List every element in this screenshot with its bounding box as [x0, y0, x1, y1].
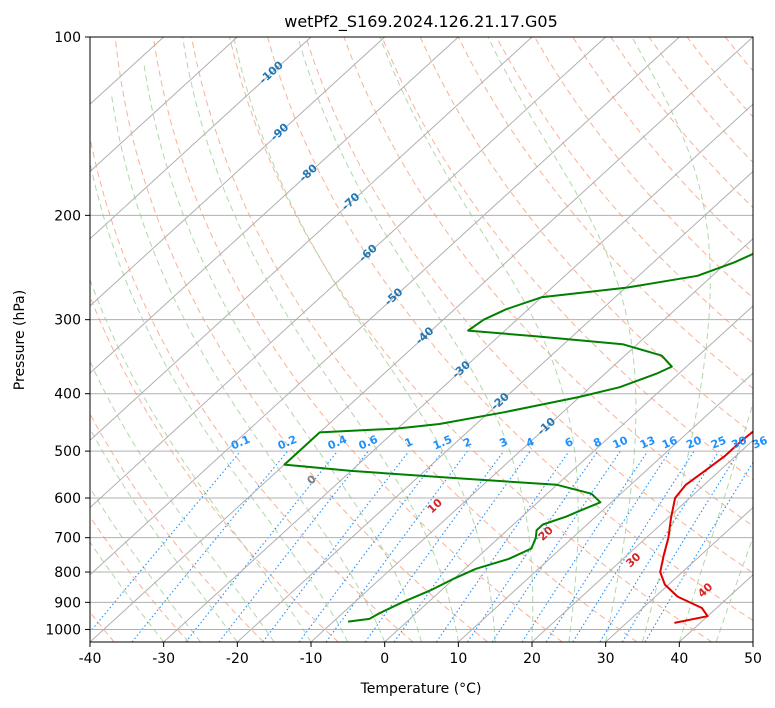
isotherm-line — [531, 439, 753, 642]
isotherm-line — [310, 237, 753, 642]
y-tick-label: 200 — [54, 208, 81, 224]
y-tick-label: 300 — [54, 313, 81, 329]
mixing-ratio-line — [185, 450, 339, 642]
y-tick-label: 400 — [54, 387, 81, 403]
moist-adiabat-line — [233, 37, 496, 642]
isotherm-line — [90, 37, 459, 374]
moist-adiabat-line — [678, 401, 753, 642]
dry-adiabat-line — [152, 37, 563, 642]
dry-adiabat-line — [381, 37, 753, 481]
moist-adiabat-line — [297, 37, 534, 642]
y-tick-label: 600 — [54, 491, 81, 507]
isotherm-line — [90, 37, 607, 509]
moist-adiabat-line — [631, 37, 711, 642]
mixing-ratio-line — [572, 450, 695, 642]
dry-adiabat-line — [534, 37, 753, 299]
y-tick-label: 800 — [54, 565, 81, 581]
mixing-ratio-line — [325, 450, 468, 642]
dry-adiabat-line — [419, 37, 753, 435]
moist-adiabat-line — [379, 37, 579, 642]
x-tick-label: 20 — [523, 651, 541, 667]
mixing-ratio-label: 20 — [684, 433, 704, 451]
x-axis: -40 -30 -20 -10 0 10 20 30 40 50 — [79, 642, 762, 667]
dewpoint-profile — [283, 252, 753, 623]
dry-adiabat-line — [457, 37, 753, 389]
isotherm-line — [163, 103, 753, 642]
y-tick-label: 500 — [54, 444, 81, 460]
isotherm-line — [384, 305, 753, 642]
mixing-ratio-label: 25 — [709, 434, 728, 452]
mixing-ratio-line — [90, 450, 242, 633]
y-tick-label: 900 — [54, 595, 81, 611]
moist-adiabat-line — [487, 37, 637, 642]
dry-adiabat-line — [305, 37, 753, 574]
x-tick-label: 10 — [449, 651, 467, 667]
mixing-ratio-line — [262, 450, 410, 642]
isotherm-line — [457, 372, 753, 642]
mixing-ratio-label: 13 — [638, 434, 657, 452]
plot-frame — [89, 36, 754, 643]
temperature-profile — [659, 430, 753, 624]
chart-title: wetPf2_S169.2024.126.21.17.G05 — [284, 12, 558, 32]
isotherm-line — [90, 37, 753, 642]
mixing-ratio-line — [545, 450, 671, 642]
mixing-ratio-line — [131, 450, 289, 642]
isotherm-line — [605, 506, 753, 642]
moist-adiabat-line — [110, 94, 386, 642]
moist-adiabat-line — [182, 37, 459, 642]
isotherm-line — [90, 37, 312, 240]
isotherm-line — [90, 37, 238, 173]
mixing-ratio-line — [521, 450, 649, 642]
dry-adiabat-line — [267, 37, 753, 622]
x-tick-label: -20 — [226, 651, 249, 667]
mixing-ratio-line — [364, 450, 505, 642]
isotherm-line — [90, 37, 533, 442]
x-tick-label: -10 — [300, 651, 323, 667]
mixing-ratio-label: 10 — [611, 433, 631, 451]
isotherm-line — [90, 37, 386, 307]
y-axis-label: Pressure (hPa) — [12, 290, 28, 390]
dry-adiabat-line — [343, 37, 753, 527]
moist-adiabat-line — [90, 427, 238, 642]
x-tick-label: 30 — [597, 651, 615, 667]
mixing-ratio-label: 16 — [660, 434, 680, 452]
grid-lines — [90, 37, 753, 642]
isotherm-line — [90, 37, 680, 576]
x-tick-label: 50 — [744, 651, 762, 667]
mixing-ratio-label: 36 — [750, 434, 770, 452]
moist-adiabat-line — [715, 535, 753, 642]
x-axis-label: Temperature (°C) — [360, 681, 482, 697]
dry-adiabat-line — [190, 37, 638, 642]
dry-adiabat-line — [114, 37, 488, 642]
dry-adiabat-line — [90, 412, 264, 642]
moist-adiabat-line — [90, 160, 349, 642]
mixing-ratio-line — [621, 450, 740, 642]
mixing-ratio-line — [467, 450, 599, 642]
x-tick-label: 0 — [380, 651, 389, 667]
mixing-ratio-line — [298, 450, 444, 642]
sounding-profiles — [283, 252, 753, 624]
y-tick-label: 700 — [54, 531, 81, 547]
y-tick-label: 1000 — [45, 622, 81, 638]
mixing-ratio-label: 30 — [730, 433, 750, 451]
dry-adiabat-line — [90, 515, 190, 642]
dry-adiabat-line — [495, 37, 753, 344]
y-tick-label: 100 — [54, 30, 81, 46]
x-tick-label: 40 — [670, 651, 688, 667]
mixing-ratio-line — [435, 450, 570, 642]
dry-adiabat-line — [90, 135, 414, 642]
y-axis: 100 200 300 400 500 600 700 800 900 1000 — [45, 30, 90, 638]
x-tick-label: -30 — [152, 651, 175, 667]
x-tick-label: -40 — [79, 651, 102, 667]
